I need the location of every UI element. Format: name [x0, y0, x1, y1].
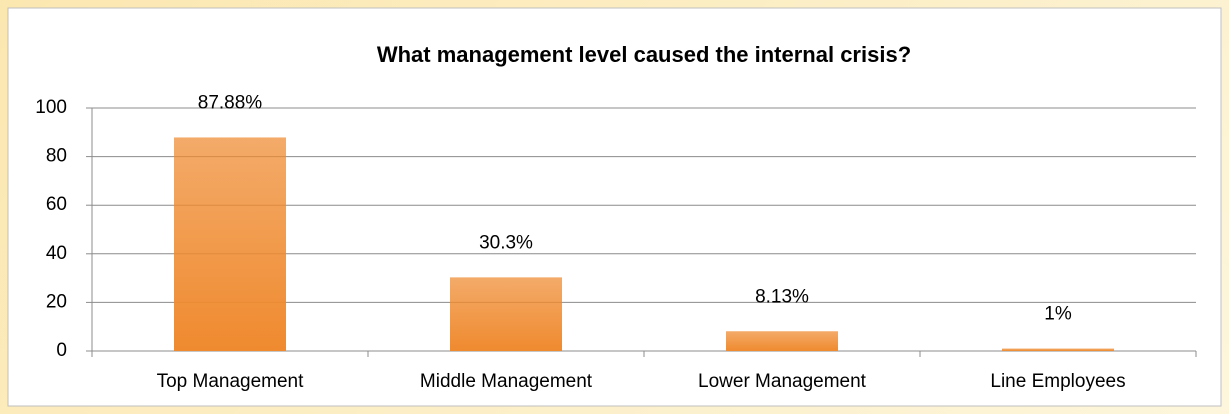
data-label: 1% [1044, 304, 1072, 325]
y-tick-label: 0 [56, 340, 67, 361]
x-tick-label: Middle Management [420, 371, 593, 392]
y-tick-label: 80 [46, 146, 67, 167]
chart-title: What management level caused the interna… [377, 42, 911, 67]
bar [450, 277, 562, 351]
x-tick-label: Line Employees [990, 371, 1125, 392]
x-tick-label: Top Management [157, 371, 305, 392]
bar [726, 331, 838, 351]
y-tick-label: 100 [35, 97, 67, 118]
x-tick-label: Lower Management [698, 371, 867, 392]
data-label: 87.88% [198, 92, 263, 113]
data-label: 30.3% [479, 232, 533, 253]
data-label: 8.13% [755, 286, 809, 307]
bar [1002, 348, 1114, 351]
y-tick-label: 60 [46, 194, 67, 215]
y-tick-label: 40 [46, 243, 67, 264]
bar [174, 137, 286, 351]
y-tick-label: 20 [46, 291, 67, 312]
